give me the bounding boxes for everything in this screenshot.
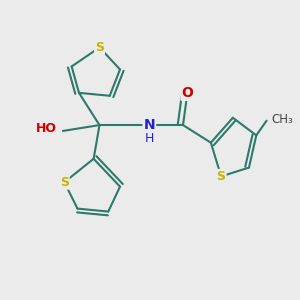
Text: S: S <box>217 170 226 183</box>
Text: O: O <box>182 86 194 100</box>
Text: S: S <box>60 176 69 189</box>
Text: H: H <box>145 132 154 145</box>
Text: S: S <box>95 41 104 54</box>
Text: HO: HO <box>36 122 57 134</box>
Text: CH₃: CH₃ <box>271 113 293 126</box>
Text: N: N <box>143 118 155 132</box>
